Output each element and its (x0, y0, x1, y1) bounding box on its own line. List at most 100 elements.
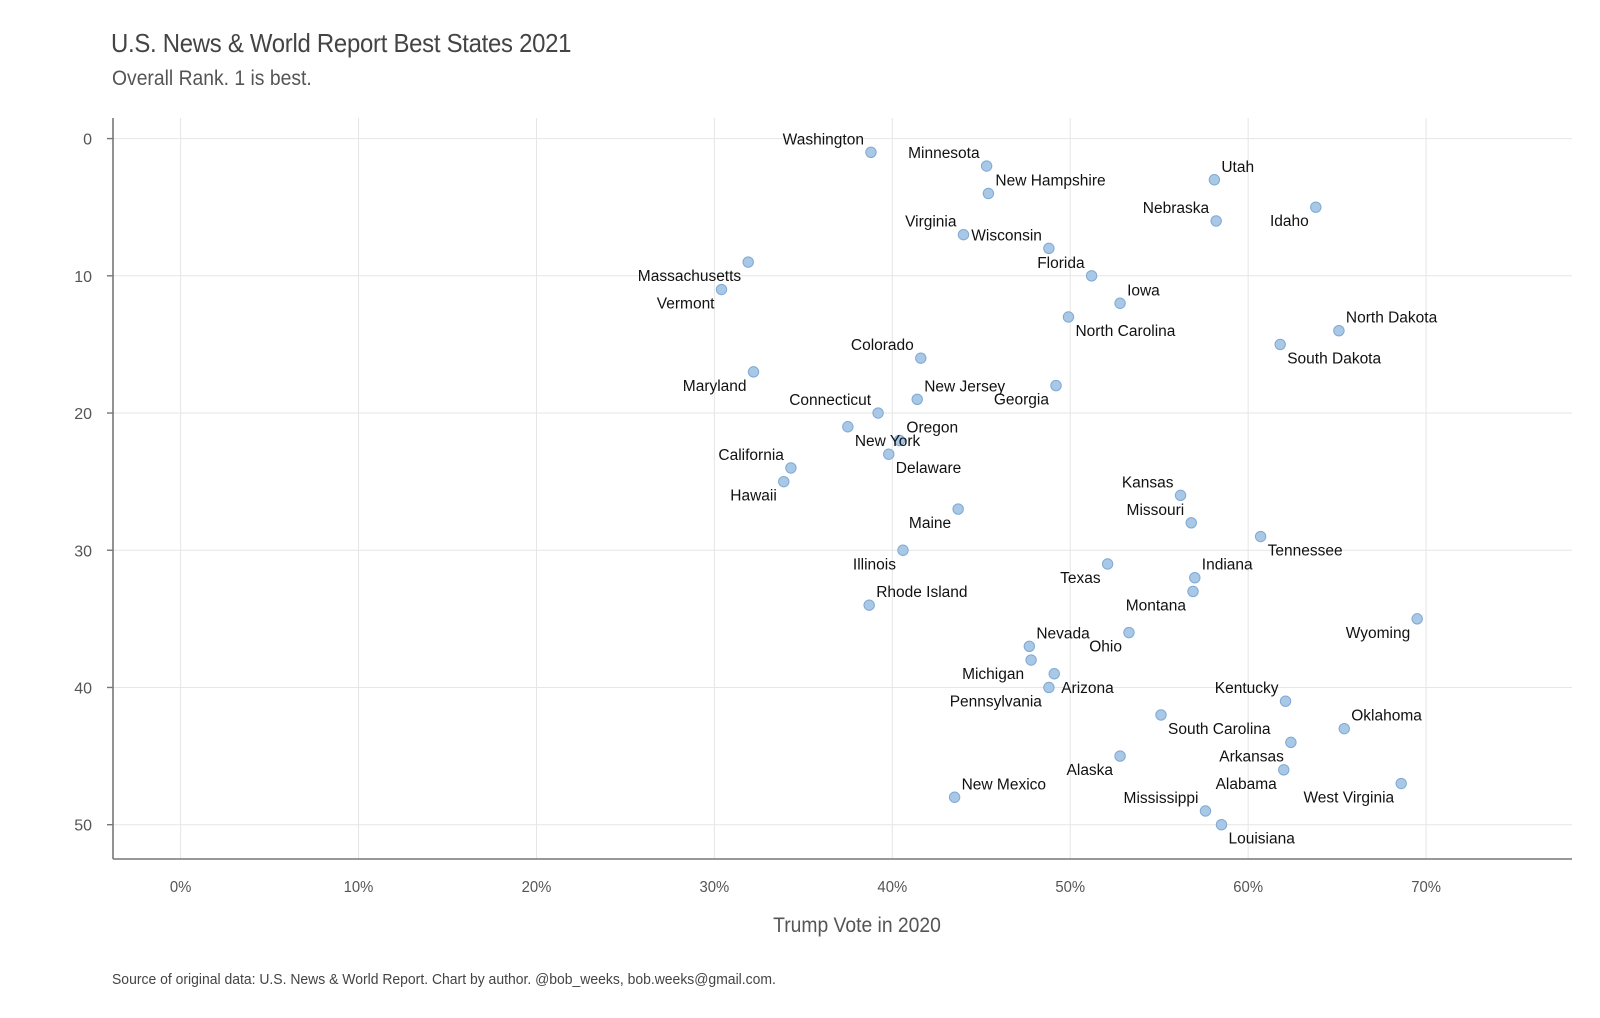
point-label: Florida (1037, 255, 1085, 272)
data-point (982, 187, 995, 200)
point-label: New Jersey (924, 378, 1005, 395)
x-tick-label: 40% (877, 879, 907, 897)
point-label: Illinois (853, 556, 896, 573)
data-point (948, 791, 961, 803)
data-point (1333, 324, 1345, 337)
y-tick-label: 50 (74, 818, 92, 835)
y-tick-label: 20 (74, 406, 92, 423)
chart-caption: Source of original data: U.S. News & Wor… (112, 971, 776, 988)
point-label: Nevada (1036, 625, 1090, 642)
axes: 0 10 20 30 40 50 0% 10% 20% 30% 40% 50% 60% 70% (74, 118, 1572, 896)
point-label: North Dakota (1346, 310, 1438, 327)
data-point (1043, 681, 1055, 694)
point-label: Louisiana (1228, 831, 1295, 848)
point-label: Virginia (905, 214, 957, 231)
point-label: South Carolina (1168, 721, 1271, 738)
point-label: Utah (1221, 159, 1254, 176)
point-label: North Carolina (1075, 323, 1175, 340)
x-tick-label: 20% (522, 879, 552, 897)
point-label: Ohio (1089, 639, 1122, 656)
y-tick-label: 10 (74, 269, 92, 286)
point-labels: Washington Minnesota Utah New Hampshire Idah… (638, 131, 1438, 847)
data-point (911, 393, 923, 406)
data-point (980, 160, 993, 172)
data-point (842, 421, 854, 433)
point-label: Massachusetts (638, 268, 742, 285)
chart-subtitle: Overall Rank. 1 is best. (112, 67, 312, 90)
point-label: Kentucky (1215, 680, 1279, 697)
grid-lines (113, 118, 1572, 859)
data-point (785, 462, 797, 474)
point-label: Oklahoma (1351, 708, 1422, 725)
data-point (897, 544, 909, 556)
data-point (778, 475, 790, 488)
data-point (1199, 805, 1212, 817)
point-label: New Mexico (962, 776, 1046, 793)
x-tick-label: 10% (344, 879, 374, 897)
point-label: Mississippi (1124, 790, 1199, 807)
point-label: South Dakota (1287, 350, 1381, 367)
data-point (1210, 215, 1222, 227)
data-point (1085, 270, 1098, 282)
data-point (1174, 489, 1187, 502)
point-label: Colorado (851, 337, 914, 354)
point-label: Iowa (1127, 282, 1160, 299)
data-point (747, 366, 760, 378)
data-point (1185, 517, 1197, 529)
data-point (1338, 722, 1350, 735)
point-label: Arkansas (1219, 748, 1284, 765)
data-point (1208, 174, 1221, 186)
point-label: Washington (783, 131, 864, 148)
data-point (1114, 750, 1126, 762)
point-label: Maine (909, 515, 951, 532)
point-label: Hawaii (730, 488, 777, 505)
y-tick-label: 30 (74, 543, 92, 560)
data-point (1395, 777, 1407, 790)
data-point (1189, 571, 1201, 584)
point-label: Alabama (1216, 776, 1278, 793)
data-point (872, 407, 884, 419)
data-point (1215, 818, 1228, 831)
point-label: Missouri (1127, 502, 1185, 519)
point-label: New Hampshire (995, 172, 1105, 189)
data-point (1278, 764, 1290, 776)
point-label: Georgia (994, 392, 1050, 409)
data-point (1310, 201, 1322, 213)
data-point (1023, 640, 1036, 653)
point-label: Idaho (1270, 213, 1309, 230)
point-label: California (718, 447, 784, 464)
data-point (1155, 709, 1167, 721)
y-tick-label: 40 (74, 680, 92, 697)
point-label: Vermont (657, 296, 715, 313)
data-point (893, 434, 906, 447)
chart-title: U.S. News & World Report Best States 202… (111, 28, 572, 58)
data-point (1062, 311, 1075, 323)
point-label: Oregon (906, 419, 958, 436)
data-point (1254, 530, 1267, 543)
data-point (915, 352, 927, 364)
point-label: Kansas (1122, 474, 1174, 491)
data-point (1050, 379, 1062, 392)
x-tick-label: 0% (170, 879, 192, 897)
x-axis-title: Trump Vote in 2020 (773, 914, 941, 937)
point-label: Rhode Island (876, 584, 967, 601)
data-point (1411, 613, 1423, 625)
point-label: Texas (1060, 570, 1101, 587)
data-point (1187, 585, 1199, 598)
point-label: Maryland (683, 378, 747, 395)
point-label: Wyoming (1346, 625, 1410, 642)
x-tick-label: 50% (1055, 879, 1085, 897)
data-point (1048, 668, 1060, 680)
data-point (1274, 338, 1286, 351)
data-point (1285, 736, 1297, 749)
point-label: Minnesota (908, 145, 980, 162)
data-point (957, 228, 970, 241)
data-point (715, 283, 728, 296)
point-label: Connecticut (789, 392, 872, 409)
point-label: Wisconsin (971, 227, 1042, 244)
data-point (1123, 626, 1135, 639)
x-tick-label: 70% (1411, 879, 1441, 897)
point-label: Montana (1126, 597, 1187, 614)
data-point (1101, 558, 1114, 570)
